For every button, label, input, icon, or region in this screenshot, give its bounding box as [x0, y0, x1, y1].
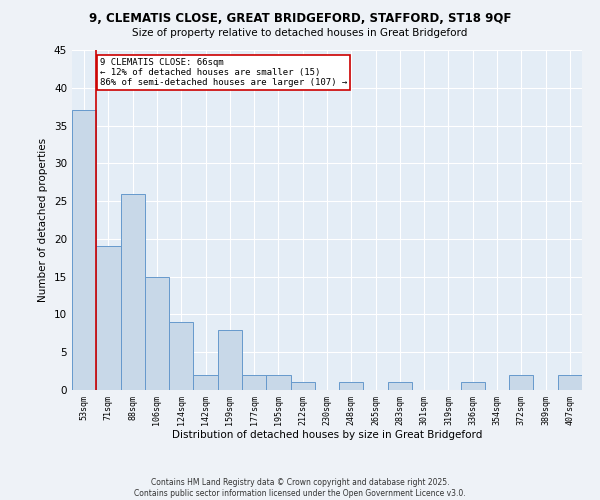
Text: 9 CLEMATIS CLOSE: 66sqm
← 12% of detached houses are smaller (15)
86% of semi-de: 9 CLEMATIS CLOSE: 66sqm ← 12% of detache…: [100, 58, 347, 88]
Bar: [242, 375, 266, 390]
Bar: [290, 382, 315, 390]
Bar: [558, 375, 582, 390]
Bar: [218, 330, 242, 390]
Bar: [509, 375, 533, 390]
Bar: [96, 246, 121, 390]
Bar: [461, 382, 485, 390]
Bar: [339, 382, 364, 390]
Bar: [193, 375, 218, 390]
Bar: [388, 382, 412, 390]
Bar: [72, 110, 96, 390]
Text: 9, CLEMATIS CLOSE, GREAT BRIDGEFORD, STAFFORD, ST18 9QF: 9, CLEMATIS CLOSE, GREAT BRIDGEFORD, STA…: [89, 12, 511, 26]
X-axis label: Distribution of detached houses by size in Great Bridgeford: Distribution of detached houses by size …: [172, 430, 482, 440]
Bar: [121, 194, 145, 390]
Y-axis label: Number of detached properties: Number of detached properties: [38, 138, 49, 302]
Bar: [169, 322, 193, 390]
Bar: [145, 276, 169, 390]
Text: Size of property relative to detached houses in Great Bridgeford: Size of property relative to detached ho…: [133, 28, 467, 38]
Text: Contains HM Land Registry data © Crown copyright and database right 2025.
Contai: Contains HM Land Registry data © Crown c…: [134, 478, 466, 498]
Bar: [266, 375, 290, 390]
